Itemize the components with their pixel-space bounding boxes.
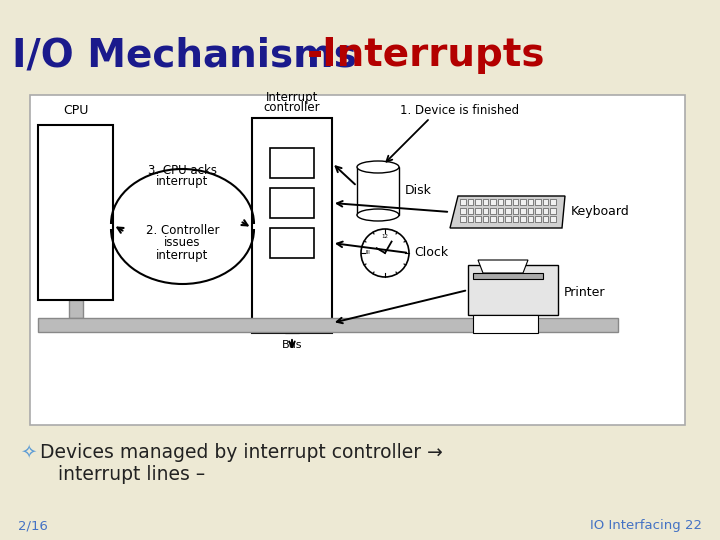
Text: Printer: Printer xyxy=(564,287,606,300)
Bar xyxy=(482,216,488,222)
Bar xyxy=(473,315,538,333)
Text: -Interrupts: -Interrupts xyxy=(307,36,546,74)
Bar xyxy=(270,228,314,258)
Text: issues: issues xyxy=(164,237,201,249)
Text: I/O Mechanisms: I/O Mechanisms xyxy=(12,36,370,74)
Polygon shape xyxy=(478,260,528,273)
Bar xyxy=(38,318,618,332)
Bar xyxy=(535,216,541,222)
Ellipse shape xyxy=(357,161,399,173)
Bar xyxy=(475,216,480,222)
Bar xyxy=(528,199,533,205)
Bar xyxy=(490,199,495,205)
Text: interrupt lines –: interrupt lines – xyxy=(40,464,205,483)
Text: CPU: CPU xyxy=(63,104,88,117)
Text: interrupt: interrupt xyxy=(156,249,209,262)
Bar xyxy=(473,273,543,279)
Bar xyxy=(520,216,526,222)
Bar xyxy=(460,216,466,222)
Bar xyxy=(270,188,314,218)
Text: Interrupt: Interrupt xyxy=(266,91,318,104)
Bar xyxy=(482,199,488,205)
Bar xyxy=(467,208,473,214)
Bar xyxy=(467,199,473,205)
Bar xyxy=(68,300,83,318)
Bar xyxy=(270,148,314,178)
Bar xyxy=(460,208,466,214)
Bar xyxy=(467,216,473,222)
Text: Disk: Disk xyxy=(405,185,432,198)
Bar xyxy=(550,216,556,222)
Bar xyxy=(542,208,548,214)
Bar xyxy=(252,118,332,333)
Bar xyxy=(357,167,399,215)
Bar xyxy=(528,208,533,214)
Text: III: III xyxy=(366,251,370,255)
Bar xyxy=(505,216,510,222)
Bar xyxy=(468,265,558,315)
Text: 3. CPU acks: 3. CPU acks xyxy=(148,164,217,177)
Text: IO Interfacing 22: IO Interfacing 22 xyxy=(590,519,702,532)
Bar xyxy=(285,318,299,333)
Bar xyxy=(490,216,495,222)
Text: interrupt: interrupt xyxy=(156,176,209,188)
Bar xyxy=(460,199,466,205)
Bar xyxy=(513,216,518,222)
Bar xyxy=(498,199,503,205)
Ellipse shape xyxy=(357,209,399,221)
Text: Bus: Bus xyxy=(282,340,302,350)
Bar xyxy=(535,199,541,205)
Bar xyxy=(520,208,526,214)
Bar xyxy=(550,208,556,214)
Bar xyxy=(542,199,548,205)
Bar xyxy=(520,199,526,205)
Bar xyxy=(498,208,503,214)
Bar xyxy=(38,125,113,300)
Bar xyxy=(68,300,83,318)
Bar xyxy=(475,199,480,205)
Bar xyxy=(505,199,510,205)
Text: 12: 12 xyxy=(382,233,389,239)
Bar xyxy=(513,208,518,214)
Bar xyxy=(482,208,488,214)
Text: Devices managed by interrupt controller →: Devices managed by interrupt controller … xyxy=(40,442,443,462)
Text: 2. Controller: 2. Controller xyxy=(145,224,220,237)
Text: controller: controller xyxy=(264,101,320,114)
Bar xyxy=(542,216,548,222)
Polygon shape xyxy=(450,196,565,228)
Bar xyxy=(505,208,510,214)
Bar xyxy=(528,216,533,222)
Bar xyxy=(30,95,685,425)
Circle shape xyxy=(361,229,409,277)
Text: 2/16: 2/16 xyxy=(18,519,48,532)
Bar xyxy=(550,199,556,205)
Text: Clock: Clock xyxy=(414,246,448,260)
Bar xyxy=(490,208,495,214)
Bar xyxy=(498,216,503,222)
Bar xyxy=(513,199,518,205)
Bar xyxy=(475,208,480,214)
Text: ✧: ✧ xyxy=(20,442,37,462)
Bar xyxy=(535,208,541,214)
Text: 1. Device is finished: 1. Device is finished xyxy=(400,104,520,117)
Text: Keyboard: Keyboard xyxy=(571,206,630,219)
